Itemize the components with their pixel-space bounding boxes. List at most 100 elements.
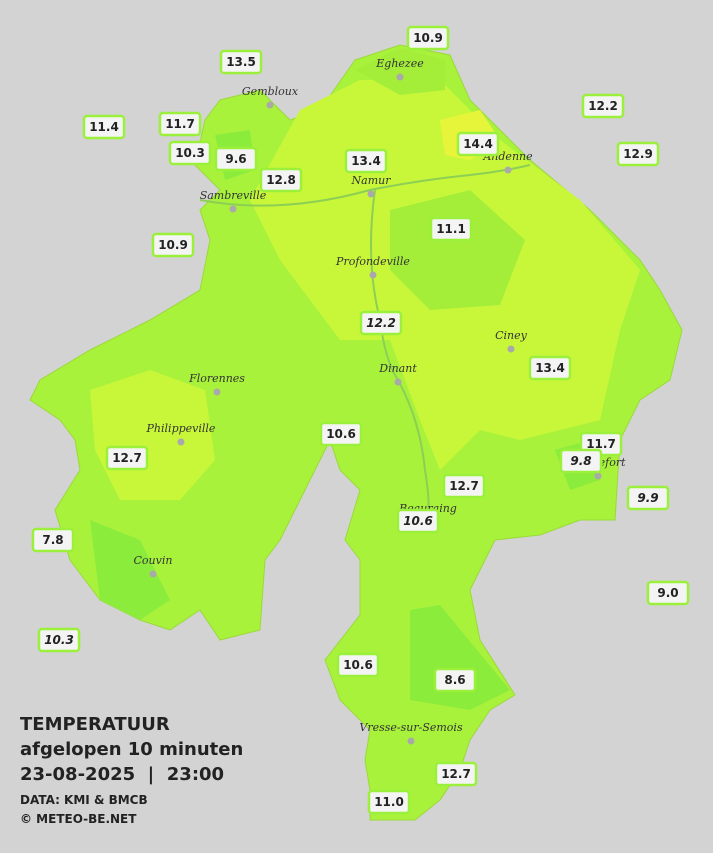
- station-value: 12.2: [588, 99, 618, 113]
- station-value: 13.5: [226, 55, 256, 69]
- station-value: 10.3: [44, 633, 74, 647]
- cool-zone: [90, 520, 170, 620]
- station-value: 11.7: [165, 117, 195, 131]
- station: 13.5: [219, 49, 263, 75]
- station: 9.8: [559, 448, 603, 474]
- station: 11.1: [429, 216, 473, 242]
- station-box: [528, 355, 572, 381]
- station: 12.9: [616, 141, 660, 167]
- station-value: 13.4: [351, 154, 381, 168]
- station-value: 12.9: [623, 147, 653, 161]
- station: 9.9: [626, 485, 670, 511]
- station-box: [82, 114, 126, 140]
- town-label: Dinant: [378, 362, 417, 375]
- station: 10.9: [406, 25, 450, 51]
- station: 11.7: [579, 431, 623, 457]
- station: 10.6: [336, 652, 380, 678]
- station-value: 14.4: [463, 137, 493, 151]
- town-label: Vresse-sur-Semois: [359, 721, 463, 734]
- stations: 10.9 13.5 12.2 11.4 11.7 10.3 9.6 14.4 12.9 13.4 1…: [31, 25, 690, 815]
- station: 10.9: [151, 232, 195, 258]
- station: 12.2: [581, 93, 625, 119]
- cool-zone: [355, 48, 445, 95]
- town-dot: [369, 271, 377, 279]
- town-dot: [504, 166, 512, 174]
- station-box: [31, 527, 75, 553]
- towns: EghezeeGemblouxAndenneNamurSambrevillePr…: [134, 57, 626, 745]
- station-box: [433, 667, 477, 693]
- town-dot: [396, 73, 404, 81]
- station-box: [151, 232, 195, 258]
- station: 9.6: [214, 146, 258, 172]
- station-box: [406, 25, 450, 51]
- station: 7.8: [31, 527, 75, 553]
- town-dot: [229, 205, 237, 213]
- station: 12.2: [359, 310, 403, 336]
- title: TEMPERATUUR: [20, 714, 170, 735]
- station-box: [646, 580, 690, 606]
- station-value: 12.7: [112, 451, 142, 465]
- station-value: 13.4: [535, 361, 565, 375]
- station: 10.6: [396, 508, 440, 534]
- station-box: [581, 93, 625, 119]
- town-dot: [407, 737, 415, 745]
- station-value: 9.6: [225, 152, 246, 166]
- station-value: 12.2: [366, 316, 396, 330]
- station-box: [616, 141, 660, 167]
- station-box: [319, 421, 363, 447]
- station-value: 12.7: [449, 479, 479, 493]
- town-dot: [177, 438, 185, 446]
- station-value: 11.4: [89, 120, 119, 134]
- station-value: 11.1: [436, 222, 466, 236]
- station-value: 9.9: [637, 491, 658, 505]
- station-box: [344, 148, 388, 174]
- town-dot: [213, 388, 221, 396]
- town-dot: [266, 101, 274, 109]
- station-value: 10.3: [175, 146, 205, 160]
- town-label: Profondeville: [335, 255, 410, 268]
- station-box: [429, 216, 473, 242]
- station-box: [559, 448, 603, 474]
- station: 14.4: [456, 131, 500, 157]
- station-value: 11.7: [586, 437, 616, 451]
- station-box: [37, 627, 81, 653]
- station-value: 12.7: [441, 767, 471, 781]
- station-value: 8.6: [444, 673, 465, 687]
- station-value: 10.6: [403, 514, 433, 528]
- station-value: 11.0: [374, 795, 404, 809]
- station-box: [105, 445, 149, 471]
- station: 11.7: [158, 111, 202, 137]
- station-box: [336, 652, 380, 678]
- station: 13.4: [528, 355, 572, 381]
- station: 10.3: [37, 627, 81, 653]
- credit: © METEO-BE.NET: [20, 812, 137, 826]
- station-box: [219, 49, 263, 75]
- town-dot: [367, 190, 375, 198]
- station: 10.3: [168, 140, 212, 166]
- station-value: 9.0: [657, 586, 678, 600]
- town-label: Sambreville: [200, 189, 267, 202]
- legend-block: TEMPERATUUR afgelopen 10 minuten 23-08-2…: [20, 714, 243, 826]
- station-value: 10.9: [413, 31, 443, 45]
- station-value: 12.8: [266, 173, 296, 187]
- town-dot: [507, 345, 515, 353]
- station-box: [168, 140, 212, 166]
- station: 10.6: [319, 421, 363, 447]
- station-box: [367, 789, 411, 815]
- station-box: [626, 485, 670, 511]
- station: 12.8: [259, 167, 303, 193]
- town-dot: [594, 472, 602, 480]
- cool-zone: [390, 190, 525, 310]
- station: 12.7: [105, 445, 149, 471]
- station-value: 7.8: [42, 533, 63, 547]
- station: 9.0: [646, 580, 690, 606]
- station-value: 10.6: [326, 427, 356, 441]
- town-label: Ciney: [495, 329, 528, 342]
- station: 12.7: [442, 473, 486, 499]
- source: DATA: KMI & BMCB: [20, 793, 148, 807]
- station-box: [434, 761, 478, 787]
- town-label: Namur: [351, 174, 392, 187]
- station: 13.4: [344, 148, 388, 174]
- station-box: [359, 310, 403, 336]
